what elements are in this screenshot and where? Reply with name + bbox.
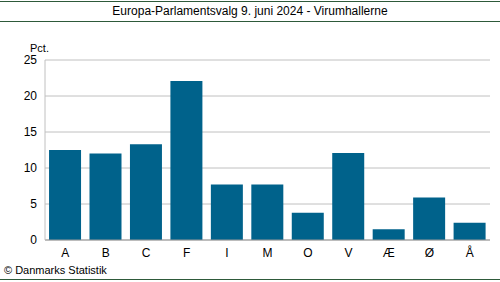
html-text:© Danmarks Statistik: © Danmarks Statistik [4,264,107,276]
svg-text:25: 25 [24,53,38,67]
svg-text:15: 15 [24,125,38,139]
svg-text:Ø: Ø [425,246,434,260]
svg-text:B: B [102,246,110,260]
svg-text:F: F [183,246,190,260]
svg-text:0: 0 [30,233,37,247]
svg-text:M: M [263,246,273,260]
svg-text:A: A [61,246,69,260]
svg-text:C: C [142,246,151,260]
svg-text:O: O [303,246,312,260]
svg-text:20: 20 [24,89,38,103]
svg-text:5: 5 [30,197,37,211]
svg-text:V: V [344,246,352,260]
html-text:Pct.: Pct. [30,42,49,54]
html-text:Europa-Parlamentsvalg 9. juni: Europa-Parlamentsvalg 9. juni 2024 - Vir… [112,4,388,18]
svg-text:10: 10 [24,161,38,175]
svg-text:Æ: Æ [383,246,395,260]
svg-text:Å: Å [466,245,474,260]
svg-text:I: I [225,246,228,260]
